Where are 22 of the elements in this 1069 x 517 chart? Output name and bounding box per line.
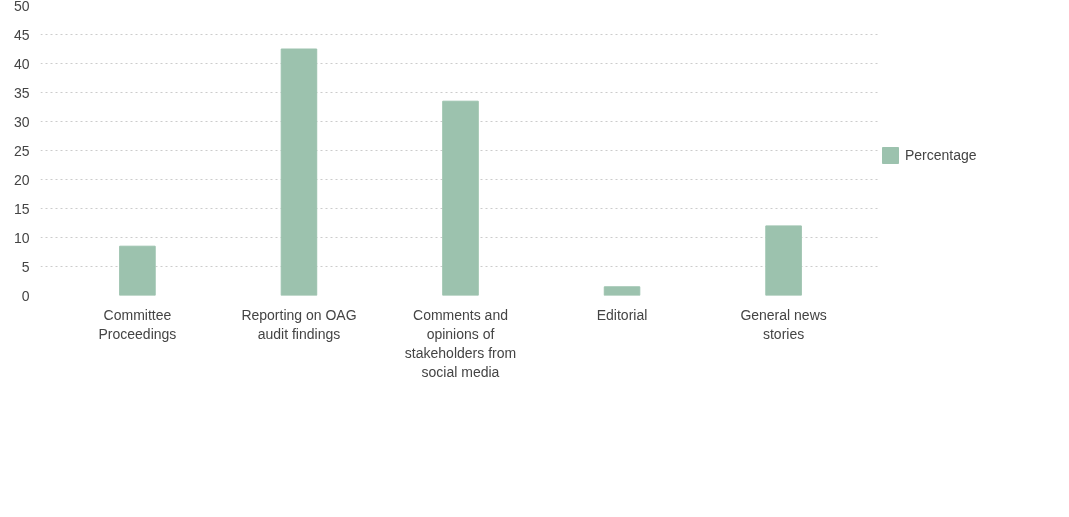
bar [765,225,802,296]
y-tick-label: 25 [13,142,30,159]
x-tick-label: Committee Proceedings [98,306,177,342]
y-tick-label: 35 [13,84,30,101]
y-tick-label: 40 [13,55,30,72]
y-tick-label: 0 [21,287,30,304]
bar [442,100,479,296]
y-tick-label: 30 [13,113,30,130]
x-tick-label: Comments and opinions of stakeholders from social media [404,306,517,381]
y-tick-label: 5 [21,258,30,275]
y-tick-label: 15 [13,200,30,217]
x-tick-label: Editorial [596,306,648,323]
bar [280,48,318,296]
x-tick-label: General news stories [740,306,827,342]
x-tick-label: Reporting on OAG audit findings [241,306,357,342]
bar [119,245,156,296]
y-tick-label: 45 [13,26,30,43]
legend-label: Percentage [905,147,977,163]
y-tick-label: 50 [13,0,30,14]
y-tick-label: 20 [13,171,30,188]
y-tick-label: 10 [13,229,30,246]
bar [603,286,641,296]
